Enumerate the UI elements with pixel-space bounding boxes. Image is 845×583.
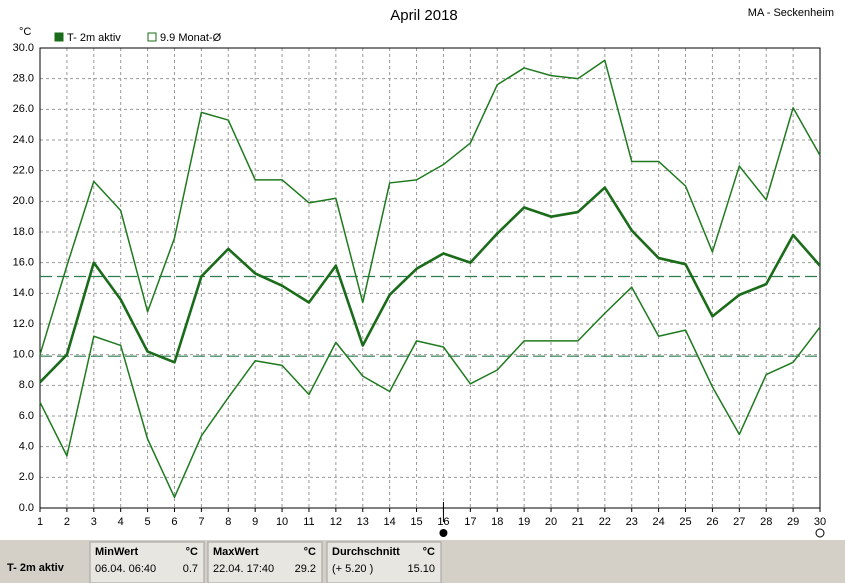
y-tick-label: 28.0: [13, 73, 34, 85]
x-tick-label: 29: [787, 516, 799, 528]
data-line: [39, 286, 821, 499]
legend-label: T- 2m aktiv: [67, 32, 121, 44]
y-tick-label: 24.0: [13, 134, 34, 146]
x-tick-label: 15: [410, 516, 422, 528]
x-tick-label: 6: [171, 516, 177, 528]
y-unit: °C: [19, 26, 31, 38]
y-tick-label: 16.0: [13, 257, 34, 269]
end-marker: [815, 528, 825, 538]
stats-unit: °C: [186, 546, 198, 558]
x-tick-label: 14: [384, 516, 396, 528]
y-tick-label: 26.0: [13, 103, 34, 115]
x-tick-label: 20: [545, 516, 557, 528]
x-tick-label: 22: [599, 516, 611, 528]
y-tick-label: 10.0: [13, 349, 34, 361]
x-tick-label: 19: [518, 516, 530, 528]
x-tick-label: 2: [64, 516, 70, 528]
x-tick-label: 18: [491, 516, 503, 528]
legend-swatch: [147, 32, 157, 42]
y-tick-label: 20.0: [13, 195, 34, 207]
stats-unit: °C: [304, 546, 316, 558]
stats-unit: °C: [423, 546, 435, 558]
x-tick-label: 1: [37, 516, 43, 528]
stats-header: Durchschnitt: [332, 546, 400, 558]
today-marker: [439, 529, 448, 537]
x-tick-label: 4: [118, 516, 124, 528]
x-tick-label: 8: [225, 516, 231, 528]
x-tick-label: 9: [252, 516, 258, 528]
x-tick-label: 23: [626, 516, 638, 528]
x-tick-label: 7: [198, 516, 204, 528]
stats-value: 29.2: [295, 563, 316, 575]
x-tick-label: 3: [91, 516, 97, 528]
stats-cell: [89, 541, 205, 583]
y-tick-label: 14.0: [13, 287, 34, 299]
data-line: [39, 59, 821, 355]
station-label: MA - Seckenheim: [748, 7, 834, 19]
y-tick-label: 12.0: [13, 318, 34, 330]
x-tick-label: 25: [679, 516, 691, 528]
x-tick-label: 12: [330, 516, 342, 528]
y-tick-label: 0.0: [19, 502, 34, 514]
plot-frame: [39, 47, 821, 509]
stats-label: T- 2m aktiv: [7, 562, 65, 574]
x-tick-label: 24: [652, 516, 664, 528]
stats-time: (+ 5.20 ): [332, 563, 373, 575]
stats-value: 0.7: [183, 563, 198, 575]
x-tick-label: 5: [145, 516, 151, 528]
y-tick-label: 2.0: [19, 471, 34, 483]
y-tick-label: 30.0: [13, 42, 34, 54]
x-tick-label: 27: [733, 516, 745, 528]
stats-cell: [326, 541, 442, 583]
x-tick-label: 17: [464, 516, 476, 528]
y-tick-label: 8.0: [19, 379, 34, 391]
x-tick-label: 26: [706, 516, 718, 528]
x-tick-label: 30: [814, 516, 826, 528]
stats-cell: [207, 541, 323, 583]
chart-title: April 2018: [390, 7, 458, 24]
y-tick-label: 22.0: [13, 165, 34, 177]
y-tick-label: 6.0: [19, 410, 34, 422]
y-tick-label: 4.0: [19, 441, 34, 453]
stats-time: 06.04. 06:40: [95, 563, 156, 575]
legend-label: 9.9 Monat-Ø: [160, 32, 222, 44]
x-tick-label: 11: [303, 516, 314, 528]
legend-swatch: [54, 32, 64, 42]
stats-header: MinWert: [95, 546, 139, 558]
x-tick-label: 28: [760, 516, 772, 528]
data-line: [39, 186, 821, 384]
stats-time: 22.04. 17:40: [213, 563, 274, 575]
stats-header: MaxWert: [213, 546, 259, 558]
y-tick-label: 18.0: [13, 226, 34, 238]
x-tick-label: 10: [276, 516, 288, 528]
x-tick-label: 21: [572, 516, 584, 528]
stats-value: 15.10: [407, 563, 435, 575]
x-tick-label: 13: [357, 516, 369, 528]
